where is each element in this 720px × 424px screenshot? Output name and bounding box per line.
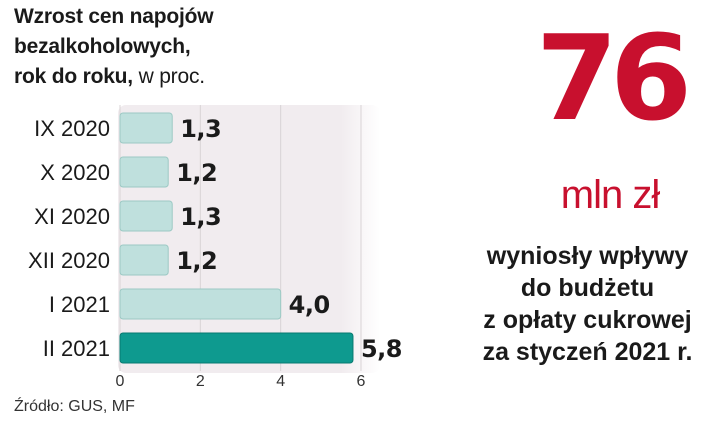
chart-title: Wzrost cen napojów bezalkoholowych, rok … [14,2,314,92]
value-label: 4,0 [289,291,330,319]
x-tick-label: 6 [357,373,366,390]
x-tick-label: 2 [196,373,205,390]
highlight-number: 76 [535,9,692,147]
title-line-1: Wzrost cen napojów [14,5,214,28]
caption-line-4: za styczeń 2021 r. [482,338,693,366]
category-label: I 2021 [49,292,110,317]
bar [119,200,173,232]
value-label: 5,8 [361,335,402,363]
value-label: 1,3 [180,203,221,231]
bar [119,112,173,144]
value-label: 1,2 [176,159,217,187]
title-line-2: bezalkoholowych, [14,35,191,58]
category-label: IX 2020 [34,116,110,141]
caption-line-3: z opłaty cukrowej [483,306,692,334]
caption-line-1: wyniosły wpływy [486,242,689,270]
category-label: XI 2020 [34,204,110,229]
category-label: II 2021 [43,336,110,361]
bar [119,244,169,276]
category-label: XII 2020 [28,248,110,273]
highlight-unit: mln zł [560,173,660,217]
x-tick-label: 0 [116,373,125,390]
category-label: X 2020 [40,160,110,185]
caption-line-2: do budżetu [520,274,655,302]
bar [119,288,282,320]
bar-chart: IX 2020 1,3 X 2020 1,2 XI 2020 1,3 XII 2020 1,2… [28,105,402,390]
value-label: 1,2 [176,247,217,275]
highlight-caption: wyniosły wpływy do budżetu z opłaty cukr… [455,240,720,368]
source-note: Źródło: GUS, MF [14,398,135,415]
bar [119,156,169,188]
title-line-3: rok do roku, w proc. [14,62,314,92]
bar [119,332,354,364]
value-label: 1,3 [180,115,221,143]
x-tick-label: 4 [276,373,285,390]
title-line-3-bold: rok do roku, [14,65,133,88]
title-unit: w proc. [138,65,205,88]
